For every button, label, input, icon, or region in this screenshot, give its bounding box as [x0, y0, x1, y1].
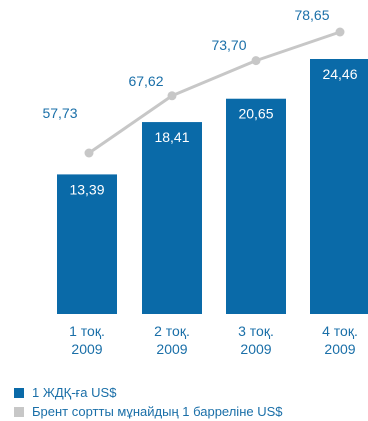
bar-value-label: 24,46: [322, 66, 357, 82]
bar-value-label: 18,41: [154, 129, 189, 145]
bar: [142, 122, 202, 315]
x-axis-labels: 1 тоқ. 2009 2 тоқ. 2009 3 тоқ. 2009 4 тоқ. 2009: [69, 323, 358, 357]
legend-item-line: Брент сортты мұнайдың 1 баррелiне US$: [14, 404, 283, 419]
legend-label-line: Брент сортты мұнайдың 1 баррелiне US$: [32, 404, 283, 419]
line-point: [335, 27, 345, 37]
x-tick-label: 4 тоқ.: [322, 323, 358, 339]
bar-value-label: 20,65: [238, 106, 273, 122]
line-path: [88, 30, 341, 155]
x-tick-label: 2009: [156, 341, 187, 357]
bar: [310, 59, 368, 314]
line-value-label: 73,70: [211, 37, 246, 53]
line-value-label: 67,62: [128, 73, 163, 89]
legend-swatch-line: [14, 406, 24, 417]
line-series: 57,73 67,62 73,70 78,65: [42, 7, 345, 158]
bar-value-label: 13,39: [69, 181, 104, 197]
bar: [57, 174, 117, 314]
bar: [226, 98, 286, 315]
x-tick-label: 2009: [324, 341, 355, 357]
line-point: [167, 91, 177, 101]
legend-swatch-bar: [14, 387, 24, 398]
x-tick-label: 2009: [71, 341, 102, 357]
legend-item-bar: 1 ЖДҚ-ға US$: [14, 385, 116, 400]
x-tick-label: 2009: [240, 341, 271, 357]
bar-series: 13,39 18,41 20,65 24,46: [57, 59, 368, 315]
legend-label-bar: 1 ЖДҚ-ға US$: [32, 385, 117, 400]
line-point: [251, 56, 261, 66]
line-point: [84, 148, 94, 158]
x-tick-label: 1 тоқ.: [69, 323, 105, 339]
x-tick-label: 3 тоқ.: [238, 323, 274, 339]
line-value-label: 57,73: [42, 105, 77, 121]
line-value-label: 78,65: [294, 7, 329, 23]
x-tick-label: 2 тоқ.: [154, 323, 190, 339]
